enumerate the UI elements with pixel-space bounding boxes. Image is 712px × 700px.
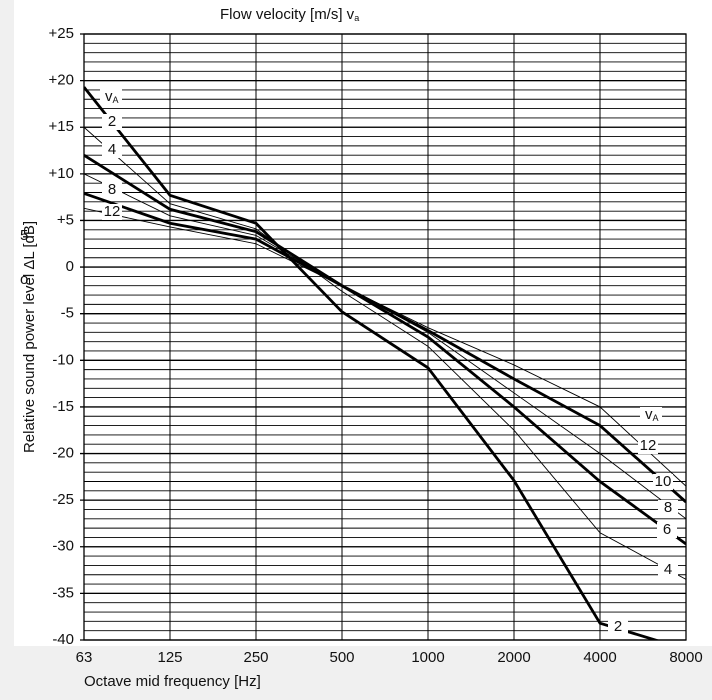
label-bg	[658, 500, 678, 516]
series-label: 2	[614, 618, 622, 635]
series-label: 10	[655, 473, 672, 490]
y-tick-label: -40	[52, 631, 74, 648]
x-tick-label: 500	[329, 649, 354, 666]
x-tick-label: 2000	[497, 649, 530, 666]
label-bg	[102, 182, 122, 198]
x-axis-label: Octave mid frequency [Hz]	[84, 673, 261, 690]
series-line	[84, 207, 686, 487]
chart-title: Flow velocity [m/s] va	[220, 6, 359, 23]
label-bg	[658, 562, 678, 578]
x-tick-label: 63	[76, 649, 93, 666]
series-label: 6	[663, 521, 671, 538]
y-tick-label: +25	[49, 25, 74, 42]
label-bg	[100, 89, 122, 105]
series-line	[84, 192, 686, 504]
series-line	[84, 154, 686, 546]
y-tick-label: +15	[49, 118, 74, 135]
x-tick-label: 1000	[411, 649, 444, 666]
label-bg	[102, 114, 122, 130]
label-bg	[640, 407, 662, 423]
y-axis-label: Relative sound power level ΔL [dB]	[21, 221, 38, 453]
series-label: 4	[664, 561, 672, 578]
series-label: 8	[664, 499, 672, 516]
x-tick-label: 250	[243, 649, 268, 666]
series-line	[84, 126, 686, 580]
label-bg	[653, 474, 673, 490]
y-tick-label: 0	[66, 258, 74, 275]
series-label: 2	[108, 113, 116, 130]
y-tick-label: +20	[49, 72, 74, 89]
annotation: 5	[20, 227, 28, 244]
x-tick-label: 8000	[669, 649, 702, 666]
label-bg	[102, 142, 122, 158]
x-tick-label: 4000	[583, 649, 616, 666]
y-tick-label: -20	[52, 445, 74, 462]
series-line	[84, 86, 661, 640]
background-band	[0, 0, 14, 700]
x-tick-label: 125	[157, 649, 182, 666]
plot-area	[84, 34, 686, 640]
label-bg	[657, 522, 677, 538]
y-tick-label: -35	[52, 584, 74, 601]
y-tick-label: -15	[52, 398, 74, 415]
annotation: o	[20, 271, 28, 288]
y-tick-label: -25	[52, 491, 74, 508]
label-bg	[638, 438, 658, 454]
series-label: 8	[108, 181, 116, 198]
series-label: 12	[640, 437, 657, 454]
plot-frame	[83, 33, 687, 641]
series-group	[84, 86, 686, 640]
y-tick-label: +10	[49, 165, 74, 182]
y-tick-label: +5	[57, 211, 74, 228]
label-bg	[608, 619, 628, 635]
series-label-prefix: vA	[645, 406, 659, 423]
background-band	[0, 646, 712, 700]
series-label: 4	[108, 141, 116, 158]
y-tick-label: -10	[52, 351, 74, 368]
y-tick-label: -30	[52, 538, 74, 555]
series-label-prefix: vA	[105, 88, 119, 105]
label-bg	[102, 204, 122, 220]
series-label: 12	[104, 203, 121, 220]
y-tick-label: -5	[61, 305, 74, 322]
